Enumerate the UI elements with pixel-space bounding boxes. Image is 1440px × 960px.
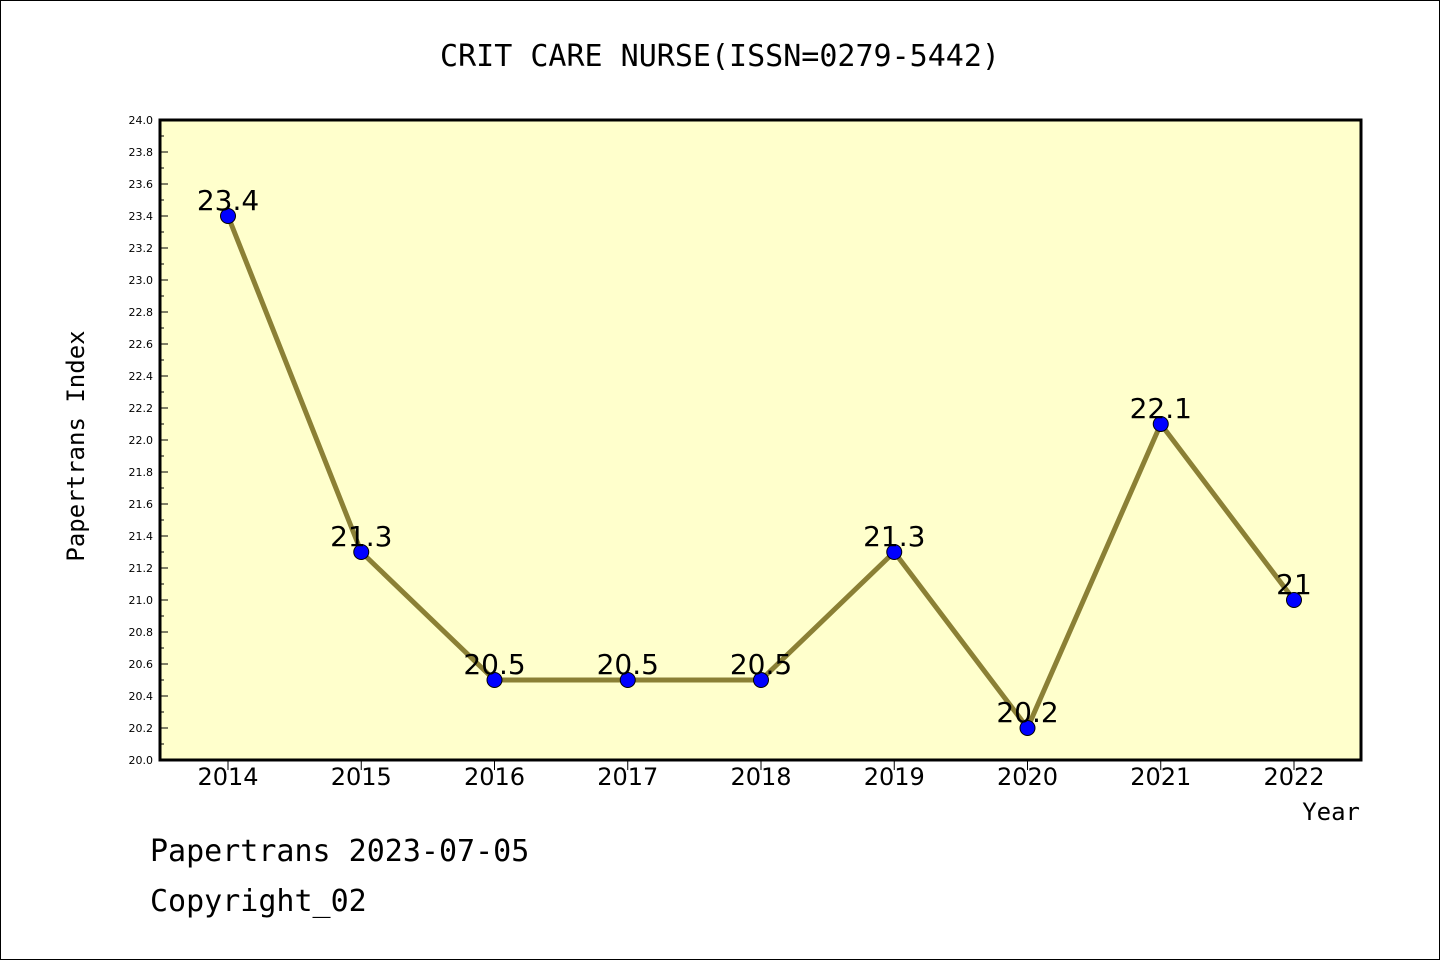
y-tick-label: 20.4: [129, 690, 154, 703]
series: [220, 208, 1302, 736]
x-tick-label: 2015: [331, 763, 392, 791]
data-point: [220, 208, 236, 224]
plot-area: [158, 118, 1363, 762]
x-tick-label: 2016: [464, 763, 525, 791]
data-label: 20.5: [730, 648, 792, 681]
data-label: 20.2: [996, 696, 1058, 729]
data-label: 20.5: [463, 648, 525, 681]
y-tick-label: 20.8: [129, 626, 154, 639]
data-point: [1019, 720, 1036, 736]
data-point: [353, 544, 370, 560]
x-tick-label: 2019: [864, 763, 925, 791]
data-point: [619, 672, 636, 688]
y-tick-label: 23.8: [129, 146, 154, 159]
y-tick-label: 22.8: [129, 306, 154, 319]
x-tick-label: 2022: [1263, 763, 1324, 791]
y-tick-label: 23.4: [129, 210, 154, 223]
y-tick-label: 21.4: [129, 530, 154, 543]
y-tick-label: 21.8: [129, 466, 154, 479]
footer-date: Papertrans 2023-07-05: [150, 834, 530, 869]
y-tick-label: 20.6: [129, 658, 154, 671]
y-axis-title: Papertrans Index: [62, 330, 90, 561]
y-tick-label: 23.0: [129, 274, 154, 287]
y-tick-label: 23.6: [129, 178, 154, 191]
chart-title: CRIT CARE NURSE(ISSN=0279-5442): [440, 39, 1000, 74]
y-tick-label: 21.2: [129, 562, 154, 575]
data-point: [486, 672, 503, 688]
data-label: 21: [1276, 568, 1312, 601]
x-tick-label: 2014: [197, 763, 258, 791]
y-tick-label: 22.2: [129, 402, 154, 415]
x-tick-label: 2017: [597, 763, 658, 791]
y-tick-label: 23.2: [129, 242, 154, 255]
x-axis-title: Year: [1302, 798, 1360, 826]
data-label: 21.3: [863, 520, 925, 553]
data-label: 23.4: [197, 184, 259, 217]
data-label: 20.5: [597, 648, 659, 681]
y-tick-label: 21.6: [129, 498, 154, 511]
y-tick-label: 22.6: [129, 338, 154, 351]
footer-copyright: Copyright_02: [150, 884, 367, 919]
y-tick-label: 22.0: [129, 434, 154, 447]
x-axis: 2014 2015 2016 2017 2018 2019 2020 2021 2022: [197, 760, 1325, 791]
x-tick-label: 2021: [1130, 763, 1191, 791]
y-axis: 20.0 20.2 20.4 20.6 20.8 21.0 21.2 21.4 21.6 21.8…: [129, 114, 168, 767]
y-tick-label: 22.4: [129, 370, 154, 383]
data-label: 22.1: [1130, 392, 1192, 425]
data-point: [886, 544, 903, 560]
data-point: [1152, 416, 1169, 432]
y-tick-label: 20.2: [129, 722, 154, 735]
data-point: [1286, 592, 1302, 608]
y-tick-label: 21.0: [129, 594, 154, 607]
x-tick-label: 2018: [730, 763, 791, 791]
y-tick-label: 20.0: [129, 754, 154, 767]
data-point: [753, 672, 769, 688]
x-tick-label: 2020: [997, 763, 1058, 791]
data-label: 21.3: [330, 520, 392, 553]
data-labels: 23.4 21.3 20.5 20.5 20.5 21.3 20.2 22.1 21: [197, 184, 1312, 729]
y-tick-label: 24.0: [129, 114, 154, 127]
